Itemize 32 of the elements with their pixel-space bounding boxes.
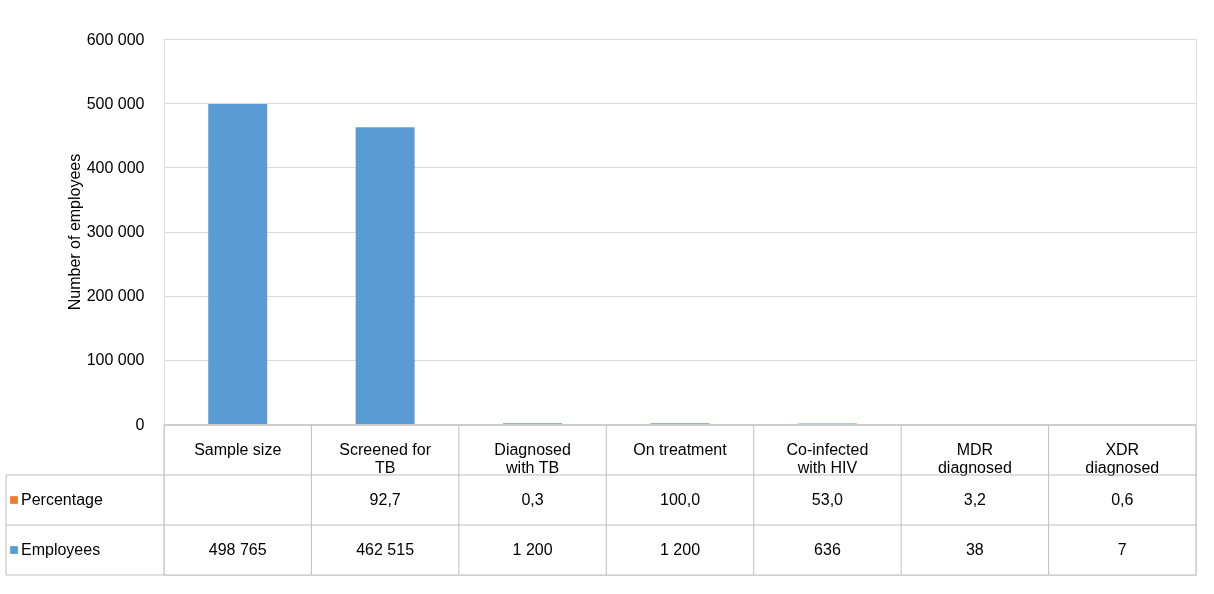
data-label: 3,2 [963,491,987,508]
data-label: 1 200 [512,541,553,558]
y-tick-label: 500 000 [86,94,145,112]
y-tick-label: 400 000 [86,158,145,176]
data-label: 462 515 [356,541,415,558]
y-tick-label: 200 000 [86,287,145,305]
x-tick-label: Co-infected with HIV [786,441,869,476]
data-label: 0,6 [1111,491,1134,508]
data-label: 38 [965,541,984,558]
x-tick-label: XDR diagnosed [1085,441,1160,476]
legend-label: Employees [21,541,101,558]
y-axis-title: Number of employees [65,153,83,311]
data-label: 636 [814,541,841,558]
data-label: 0,3 [521,491,544,508]
y-tick-label: 100 000 [86,351,145,369]
legend-label: Percentage [21,491,103,508]
data-label: 1 200 [659,541,701,558]
data-label: 7 [1117,541,1127,558]
bar [208,103,268,424]
x-tick-label: Diagnosed with TB [494,441,571,476]
data-label: 53,0 [811,491,844,508]
x-tick-label: Screened for TB [339,441,432,476]
data-label: 498 765 [208,541,267,558]
x-tick-label: MDR diagnosed [937,441,1012,476]
data-label: 92,7 [369,491,401,508]
x-tick-label: On treatment [633,441,728,458]
x-tick-label: Sample size [194,441,282,458]
y-tick-label: 300 000 [86,223,145,240]
bar [355,127,415,424]
y-tick-label: 0 [135,415,145,433]
y-tick-label: 600 000 [86,30,145,48]
data-label: 100,0 [659,491,701,508]
